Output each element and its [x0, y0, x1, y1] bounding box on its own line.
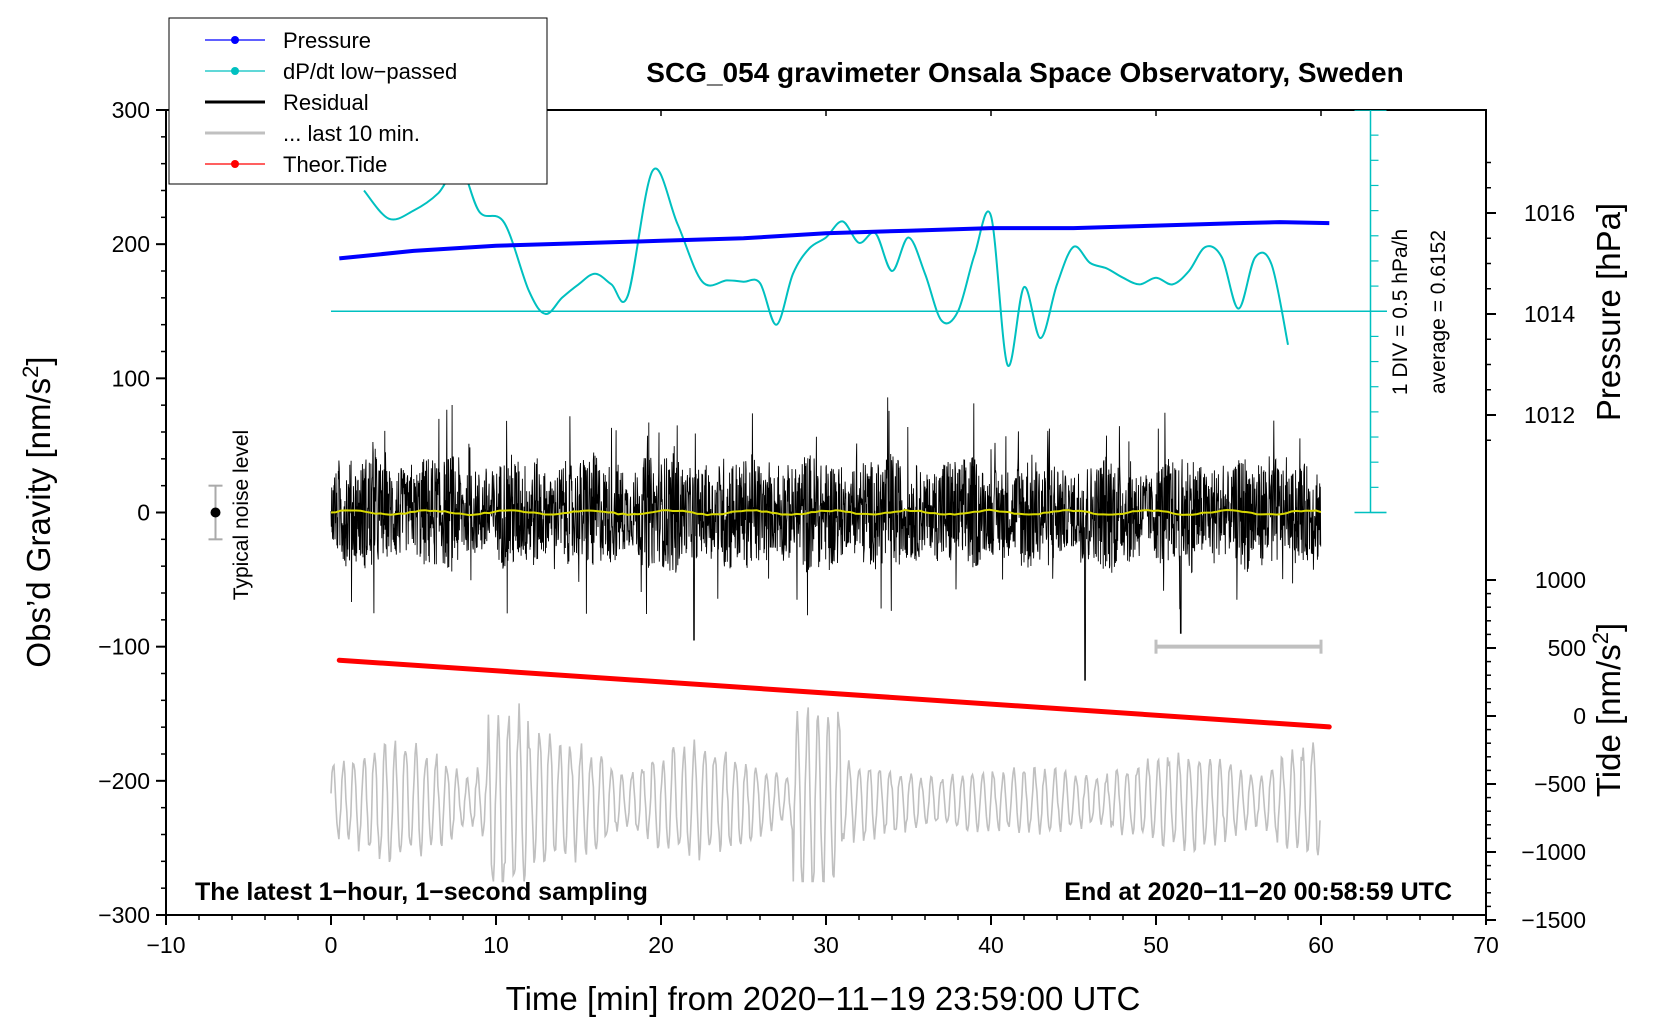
pressure-tick-label: 1014: [1524, 301, 1575, 327]
noise-level-point: [210, 507, 221, 518]
y-axis-label-tide: Tide [nm/s2]: [1588, 623, 1627, 797]
x-tick-label: 30: [813, 932, 839, 958]
y-tick-label: 200: [112, 231, 150, 257]
x-tick-label: 10: [483, 932, 509, 958]
x-tick-label: 60: [1308, 932, 1334, 958]
legend-label: Pressure: [283, 28, 371, 53]
residual-smoothed-line: [330, 508, 1322, 517]
y-tick-label: −100: [98, 634, 150, 660]
tide-tick-label: 1000: [1535, 567, 1586, 593]
x-tick-label: 20: [648, 932, 674, 958]
x-tick-label: 40: [978, 932, 1004, 958]
x-tick-label: 70: [1473, 932, 1499, 958]
y-axis-label-gravity: Obs’d Gravity [nm/s2]: [18, 356, 57, 667]
x-tick-label: 0: [325, 932, 338, 958]
pressure-tick-label: 1016: [1524, 200, 1575, 226]
y-tick-label: 300: [112, 97, 150, 123]
y-tick-label: −300: [98, 902, 150, 928]
y-tick-label: 100: [112, 365, 150, 391]
legend-marker: [231, 67, 239, 75]
y-tick-label: 0: [137, 500, 150, 526]
tide-tick-label: −1500: [1521, 907, 1586, 933]
legend-label: Residual: [283, 90, 369, 115]
average-label: average = 0.6152: [1427, 230, 1450, 394]
tide-line: [336, 657, 1332, 730]
div-scale-label: 1 DIV = 0.5 hPa/h: [1389, 229, 1412, 395]
tide-tick-label: 500: [1548, 635, 1586, 661]
legend-label: Theor.Tide: [283, 152, 387, 177]
x-tick-label: −10: [146, 932, 185, 958]
tide-tick-label: −500: [1534, 771, 1586, 797]
residual-line: [330, 397, 1322, 681]
tide-tick-label: 0: [1573, 703, 1586, 729]
footer-left: The latest 1−hour, 1−second sampling: [195, 878, 648, 906]
x-axis-label: Time [min] from 2020−11−19 23:59:00 UTC: [506, 980, 1141, 1017]
legend-label: ... last 10 min.: [283, 121, 420, 146]
noise-level-label: Typical noise level: [230, 430, 253, 600]
legend-marker: [231, 160, 239, 168]
footer-right: End at 2020−11−20 00:58:59 UTC: [1064, 878, 1452, 906]
tide-tick-label: −1000: [1521, 839, 1586, 865]
chart-title: SCG_054 gravimeter Onsala Space Observat…: [646, 57, 1403, 88]
dpdt-line: [363, 165, 1289, 367]
last-10-min-line: [330, 703, 1321, 883]
legend-label: dP/dt low−passed: [283, 59, 457, 84]
y-axis-label-pressure: Pressure [hPa]: [1590, 203, 1627, 421]
pressure-tick-label: 1012: [1524, 402, 1575, 428]
legend: Pressure dP/dt low−passed Residual ... last…: [168, 17, 548, 185]
y-tick-label: −200: [98, 768, 150, 794]
pressure-line: [339, 220, 1330, 261]
legend-marker: [231, 36, 239, 44]
x-tick-label: 50: [1143, 932, 1169, 958]
